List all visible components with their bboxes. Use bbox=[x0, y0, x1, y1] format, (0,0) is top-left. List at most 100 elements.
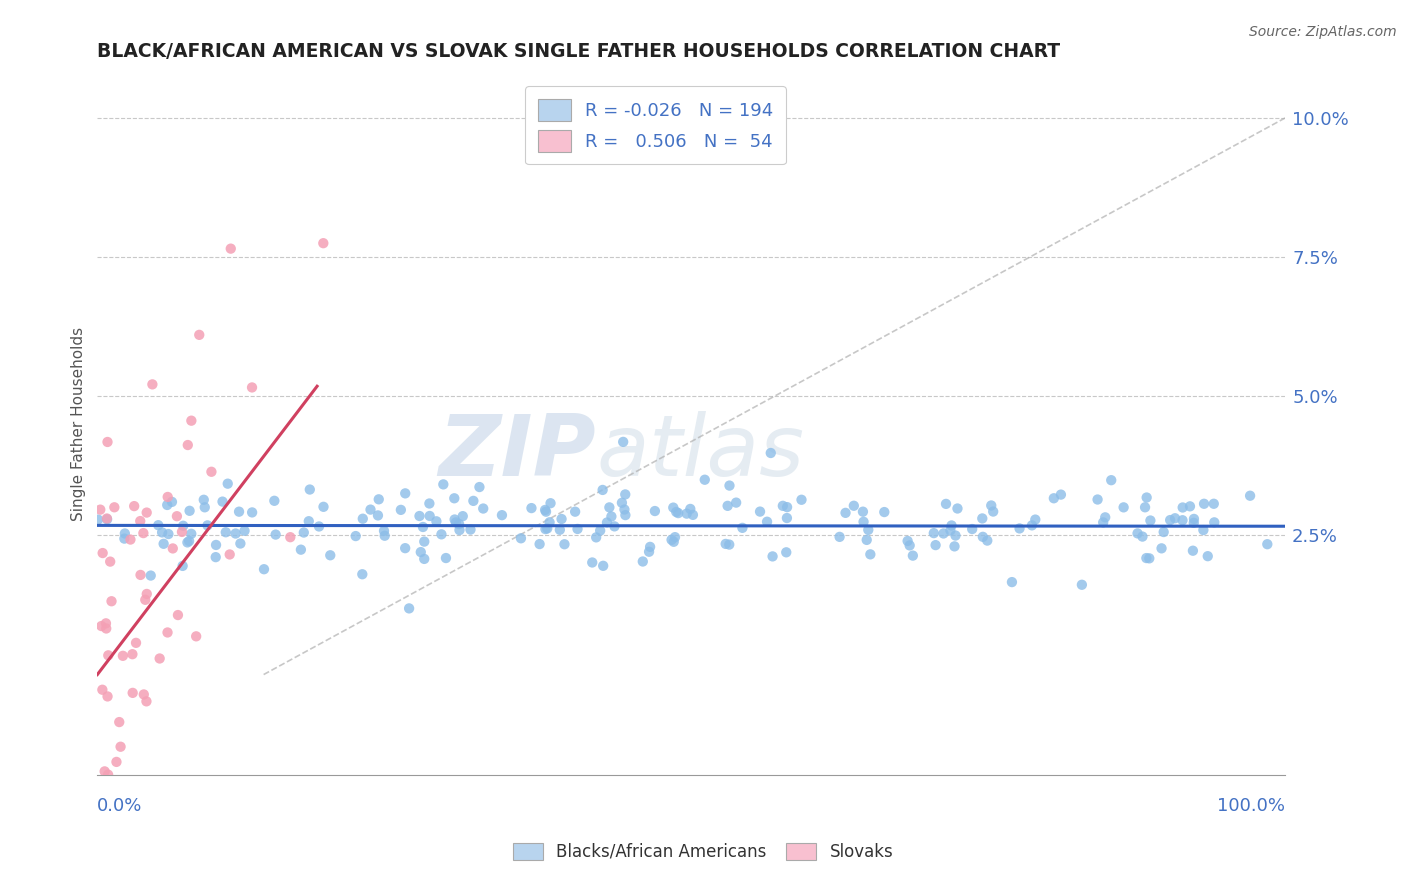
Point bbox=[776, 500, 799, 515]
Point bbox=[631, 554, 654, 568]
Point bbox=[298, 483, 321, 497]
Point bbox=[240, 505, 263, 519]
Point bbox=[172, 558, 194, 573]
Point bbox=[980, 499, 1002, 513]
Point bbox=[548, 523, 571, 537]
Point bbox=[1139, 514, 1161, 528]
Point bbox=[1181, 543, 1204, 558]
Point bbox=[93, 764, 115, 779]
Point bbox=[177, 438, 200, 452]
Point bbox=[96, 512, 118, 526]
Legend: Blacks/African Americans, Slovaks: Blacks/African Americans, Slovaks bbox=[506, 836, 900, 868]
Point bbox=[1092, 516, 1115, 530]
Point bbox=[463, 494, 485, 508]
Point bbox=[529, 537, 551, 551]
Point bbox=[96, 434, 118, 449]
Point bbox=[132, 526, 155, 541]
Point bbox=[662, 534, 685, 549]
Point bbox=[828, 530, 851, 544]
Point bbox=[790, 492, 813, 507]
Point bbox=[344, 529, 367, 543]
Point bbox=[434, 551, 457, 566]
Point bbox=[125, 636, 148, 650]
Point bbox=[932, 526, 955, 541]
Point bbox=[1192, 497, 1215, 511]
Point bbox=[550, 512, 572, 526]
Point bbox=[229, 536, 252, 550]
Point bbox=[125, 876, 148, 890]
Point bbox=[1070, 578, 1092, 592]
Point bbox=[772, 499, 794, 513]
Point bbox=[100, 594, 122, 608]
Point bbox=[419, 508, 441, 523]
Point bbox=[665, 505, 688, 519]
Point bbox=[156, 625, 179, 640]
Point bbox=[1204, 516, 1226, 530]
Point bbox=[157, 527, 180, 541]
Point bbox=[610, 496, 633, 510]
Point bbox=[675, 507, 697, 521]
Point bbox=[96, 511, 118, 525]
Point bbox=[1008, 521, 1031, 535]
Point bbox=[150, 525, 173, 540]
Point bbox=[1182, 512, 1205, 526]
Point bbox=[170, 524, 193, 539]
Point bbox=[901, 549, 924, 563]
Point bbox=[148, 518, 170, 533]
Point bbox=[1132, 530, 1154, 544]
Point bbox=[228, 505, 250, 519]
Point bbox=[644, 504, 666, 518]
Point bbox=[945, 528, 967, 542]
Point bbox=[112, 532, 135, 546]
Point bbox=[941, 518, 963, 533]
Point bbox=[1153, 524, 1175, 539]
Point bbox=[89, 502, 111, 516]
Point bbox=[1133, 500, 1156, 515]
Point bbox=[114, 526, 136, 541]
Point bbox=[398, 601, 420, 615]
Point bbox=[749, 505, 772, 519]
Point bbox=[943, 540, 966, 554]
Legend: R = -0.026   N = 194, R =   0.506   N =  54: R = -0.026 N = 194, R = 0.506 N = 54 bbox=[526, 86, 786, 164]
Point bbox=[1094, 510, 1116, 524]
Point bbox=[94, 836, 117, 850]
Point bbox=[981, 504, 1004, 518]
Point bbox=[775, 545, 797, 559]
Point bbox=[449, 523, 471, 537]
Point bbox=[443, 512, 465, 526]
Point bbox=[682, 508, 704, 522]
Point bbox=[394, 486, 416, 500]
Point bbox=[613, 502, 636, 516]
Point bbox=[592, 483, 614, 497]
Point bbox=[197, 518, 219, 533]
Point bbox=[352, 512, 374, 526]
Point bbox=[162, 541, 184, 556]
Point bbox=[761, 549, 783, 564]
Point bbox=[460, 523, 482, 537]
Point bbox=[1171, 500, 1194, 515]
Point bbox=[132, 688, 155, 702]
Point bbox=[693, 473, 716, 487]
Point bbox=[319, 549, 342, 563]
Point bbox=[666, 506, 689, 520]
Point bbox=[1001, 575, 1024, 590]
Point bbox=[176, 535, 198, 549]
Point bbox=[120, 533, 142, 547]
Point bbox=[215, 525, 238, 540]
Point bbox=[972, 530, 994, 544]
Point bbox=[972, 511, 994, 525]
Point bbox=[129, 514, 152, 528]
Point bbox=[172, 518, 194, 533]
Point bbox=[834, 506, 856, 520]
Point bbox=[897, 533, 920, 548]
Point bbox=[180, 414, 202, 428]
Point bbox=[360, 502, 382, 516]
Point bbox=[664, 530, 686, 544]
Point bbox=[211, 494, 233, 508]
Point bbox=[152, 537, 174, 551]
Point bbox=[167, 608, 190, 623]
Point bbox=[134, 592, 156, 607]
Point bbox=[194, 500, 217, 515]
Point bbox=[614, 487, 637, 501]
Point bbox=[731, 521, 754, 535]
